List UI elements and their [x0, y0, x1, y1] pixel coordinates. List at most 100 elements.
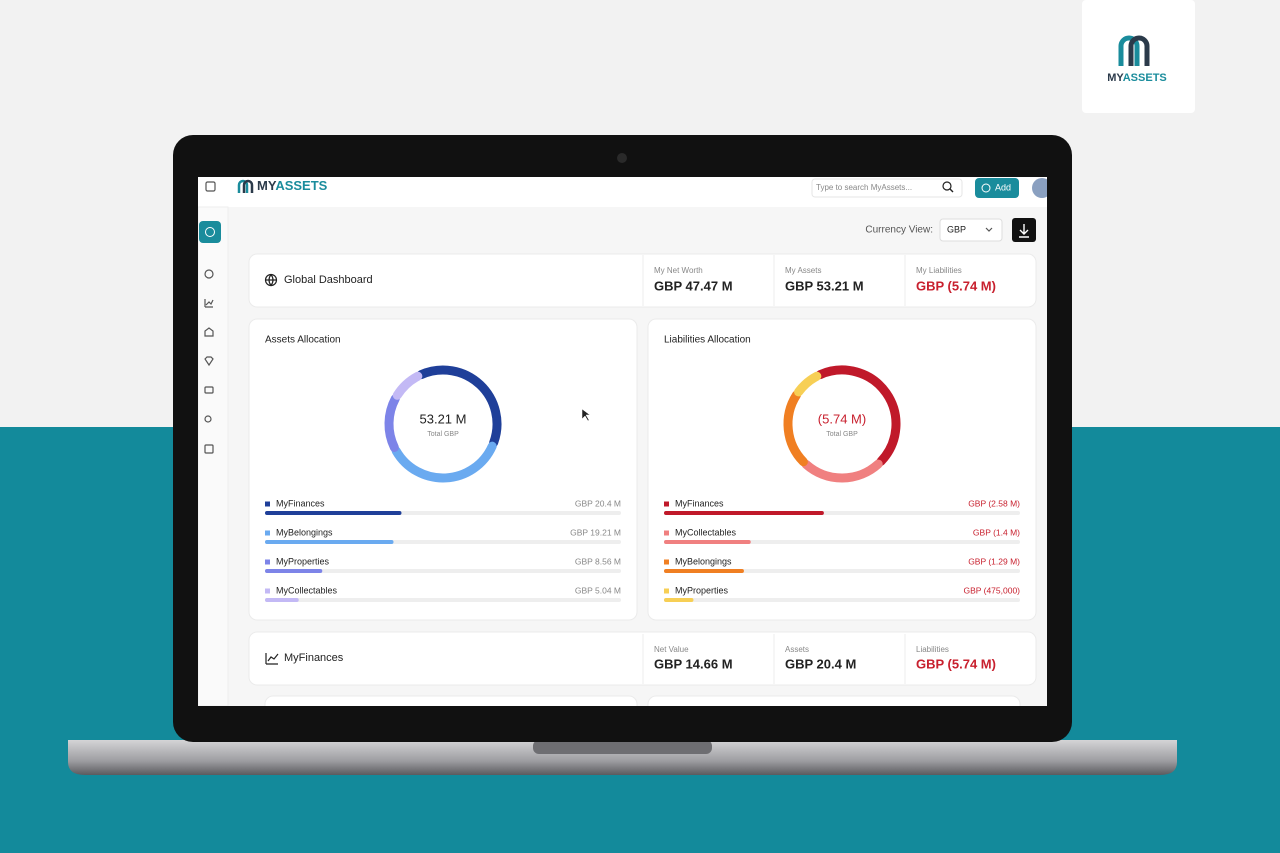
donut-segment: [391, 441, 497, 483]
global-stats: My Net Worth GBP 47.47 M My Assets GBP 53.2…: [642, 255, 996, 306]
cursor: [581, 408, 591, 422]
global-title: Global Dashboard: [284, 274, 373, 286]
item-value: GBP 20.4 M: [575, 498, 621, 508]
corner-logo: MYASSETS: [1082, 0, 1195, 113]
donut-segment: [392, 371, 423, 400]
stat-value: GBP 53.21 M: [785, 278, 864, 293]
donut-center-value: (5.74 M): [818, 411, 866, 426]
stat-label: Liabilities: [916, 645, 949, 654]
stat-label: My Net Worth: [654, 266, 703, 275]
donut-segment: [815, 365, 901, 466]
finances-stats: Net Value GBP 14.66 M Assets GBP 20.4 M Liab…: [642, 634, 996, 684]
bar: [265, 540, 394, 544]
stat-label: Net Value: [654, 645, 689, 654]
camera: [617, 153, 627, 163]
stat-value: GBP (5.74 M): [916, 656, 996, 671]
donut-segment: [794, 371, 822, 397]
logo-arc: [1118, 35, 1140, 66]
search-icon[interactable]: [942, 181, 952, 191]
item-name: MyFinances: [276, 498, 325, 508]
currency-chevron: [985, 227, 993, 232]
stat-value: GBP (5.74 M): [916, 278, 996, 293]
item-name: MyBelongings: [675, 556, 732, 566]
add-label: Add: [995, 182, 1011, 192]
nav-vehicles[interactable]: [204, 386, 214, 394]
bar: [265, 511, 402, 515]
bar-track: [664, 598, 1020, 602]
card-title: Assets Allocation: [265, 335, 341, 346]
sidebar-add-icon: [205, 227, 215, 237]
donut-center-label: Total GBP: [427, 431, 459, 438]
sidebar-add[interactable]: [199, 221, 221, 243]
item-value: GBP (1.4 M): [973, 527, 1020, 537]
nav-collectables[interactable]: [204, 415, 212, 423]
add-button[interactable]: [975, 178, 1019, 198]
donut-segment: [416, 365, 502, 448]
legend-swatch: [664, 501, 669, 507]
item-value: GBP 8.56 M: [575, 556, 621, 566]
search-box[interactable]: [811, 178, 963, 198]
item-name: MyProperties: [675, 585, 729, 595]
sidebar-toggle[interactable]: [205, 181, 216, 192]
app-logo-text: MYASSETS: [257, 178, 328, 193]
legend-swatch: [265, 559, 270, 565]
bar: [265, 598, 299, 602]
item-name: MyProperties: [276, 556, 330, 566]
item-value: GBP (1.29 M): [968, 556, 1020, 566]
donut-segment: [783, 390, 808, 467]
item-name: MyCollectables: [276, 585, 338, 595]
item-name: MyBelongings: [276, 527, 333, 537]
logo-assets: ASSETS: [1123, 72, 1167, 84]
laptop-notch: [533, 740, 712, 754]
bar-track: [664, 540, 1020, 544]
stat-label: My Assets: [785, 266, 821, 275]
currency-value: GBP: [947, 224, 966, 234]
bar-track: [265, 598, 621, 602]
stat-label: My Liabilities: [916, 266, 962, 275]
download-icon: [1019, 224, 1029, 238]
logo-text: MYASSETS: [1107, 72, 1167, 84]
bar-track: [265, 569, 621, 573]
nav-global[interactable]: [204, 269, 214, 279]
laptop-base: [68, 740, 1177, 775]
legend-swatch: [664, 559, 669, 565]
legend-swatch: [664, 530, 669, 536]
donut-center-label: Total GBP: [826, 431, 858, 438]
finances-icon: [265, 653, 279, 665]
nav-finances[interactable]: [204, 299, 214, 308]
nav-properties[interactable]: [204, 327, 214, 337]
item-value: GBP 5.04 M: [575, 585, 621, 595]
donut-segment: [384, 394, 400, 452]
search-icon-handle: [949, 188, 954, 193]
donut-segment: [801, 459, 883, 483]
item-value: GBP (2.58 M): [968, 498, 1020, 508]
nav-other[interactable]: [204, 444, 214, 454]
bar: [664, 540, 751, 544]
legend-swatch: [265, 501, 270, 507]
logo-my: MY: [1107, 72, 1124, 84]
stat-value: GBP 20.4 M: [785, 656, 856, 671]
liabilities-card: [647, 318, 1037, 621]
legend-swatch: [265, 588, 270, 594]
legend-swatch: [664, 588, 669, 594]
item-name: MyCollectables: [675, 527, 737, 537]
finances-title: MyFinances: [284, 652, 344, 664]
stat-value: GBP 47.47 M: [654, 278, 733, 293]
search-placeholder: Type to search MyAssets...: [816, 183, 912, 192]
liabilities-allocation: Liabilities Allocation (5.74 M) Total GBP M…: [664, 335, 1020, 602]
avatar[interactable]: [1032, 178, 1052, 198]
bar: [664, 511, 824, 515]
add-icon: [981, 183, 991, 193]
donut-center-value: 53.21 M: [420, 411, 467, 426]
currency-select[interactable]: [939, 218, 1003, 242]
currency-label: Currency View:: [865, 225, 933, 236]
app-logo-assets: ASSETS: [275, 178, 327, 193]
screen: MYASSETS Type to search MyAssets... Add …: [198, 177, 1052, 706]
legend-swatch: [265, 530, 270, 536]
nav-belongings[interactable]: [204, 356, 214, 367]
app-logo-arc: [242, 179, 254, 193]
bar: [664, 569, 744, 573]
item-value: GBP 19.21 M: [570, 527, 621, 537]
item-name: MyFinances: [675, 498, 724, 508]
